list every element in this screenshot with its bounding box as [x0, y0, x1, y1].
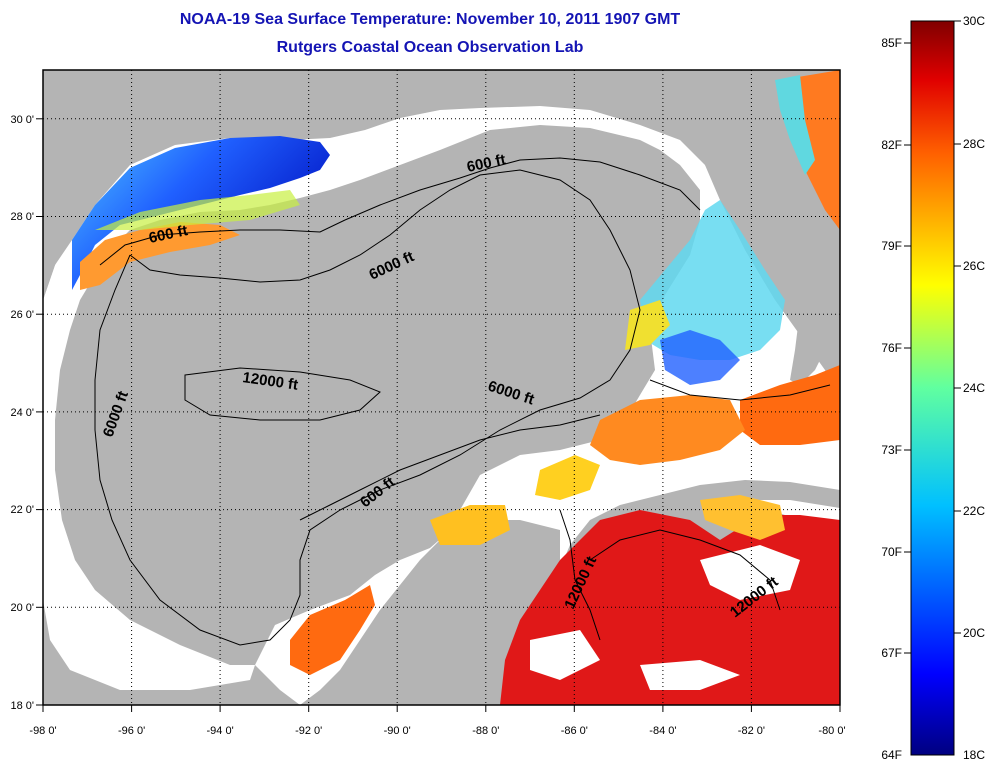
- colorbar-c-label: 18C: [963, 748, 985, 762]
- sst-florida-yellow: [625, 300, 670, 350]
- sst-florida-straits: [740, 365, 840, 445]
- colorbar-f-label: 82F: [881, 138, 902, 152]
- lon-tick-label: -90 0': [384, 725, 411, 737]
- sst-caribbean-cloud: [700, 545, 800, 600]
- lat-tick-label: 18 0': [10, 700, 34, 712]
- colorbar-f-label: 64F: [881, 748, 902, 762]
- bathymetry-contours: [94, 157, 831, 646]
- colorbar-c-label: 24C: [963, 381, 985, 395]
- colorbar-f-label: 76F: [881, 341, 902, 355]
- sst-florida-blue: [660, 330, 740, 385]
- map-subtitle: Rutgers Coastal Ocean Observation Lab: [276, 39, 584, 56]
- colorbar-f-label: 85F: [881, 36, 902, 50]
- contour-6000ft: [94, 169, 641, 646]
- sst-caribbean-yellow: [700, 495, 785, 540]
- contour-600ft-south: [299, 414, 601, 521]
- colorbar-f-label: 73F: [881, 443, 902, 457]
- sst-campeche-south: [290, 585, 375, 675]
- contour-yucatan-channel: [559, 509, 601, 641]
- colorbar-f-label: 67F: [881, 646, 902, 660]
- sst-atlantic-cool: [775, 75, 815, 175]
- lon-tick-label: -88 0': [472, 725, 499, 737]
- sst-loop-current: [590, 395, 745, 465]
- colorbar-c-label: 30C: [963, 14, 985, 28]
- lon-tick-labels: -98 0' -96 0' -94 0' -92 0' -90 0' -88 0…: [29, 725, 845, 737]
- lon-tick-label: -86 0': [561, 725, 588, 737]
- lon-tick-label: -84 0': [649, 725, 676, 737]
- sst-campeche-north: [430, 505, 510, 545]
- lat-tick-label: 20 0': [10, 602, 34, 614]
- lat-tick-labels: 18 0' 20 0' 22 0' 24 0' 26 0' 28 0' 30 0…: [10, 114, 34, 712]
- lat-tick-label: 28 0': [10, 211, 34, 223]
- contour-12000ft: [184, 367, 381, 421]
- lat-tick-label: 24 0': [10, 407, 34, 419]
- sst-caribbean-cloud2: [530, 630, 600, 680]
- colorbar-c-label: 20C: [963, 626, 985, 640]
- map-title: NOAA-19 Sea Surface Temperature: Novembe…: [179, 11, 681, 28]
- contour-600ft: [99, 157, 701, 266]
- colorbar-f-label: 70F: [881, 545, 902, 559]
- lon-tick-label: -92 0': [295, 725, 322, 737]
- sst-texas-cold: [72, 136, 330, 290]
- lon-tick-label: -94 0': [207, 725, 234, 737]
- colorbar-f-label: 79F: [881, 239, 902, 253]
- lat-tick-label: 30 0': [10, 114, 34, 126]
- colorbar-c-label: 26C: [963, 259, 985, 273]
- colorbar-c-label: 28C: [963, 137, 985, 151]
- lon-tick-label: -96 0': [118, 725, 145, 737]
- lon-tick-label: -82 0': [738, 725, 765, 737]
- yucatan-land: [300, 520, 560, 705]
- graticule: [43, 70, 840, 705]
- colorbar-c-label: 22C: [963, 504, 985, 518]
- map-frame: [42, 69, 841, 706]
- sst-texas-warm: [80, 222, 240, 290]
- colorbar-gradient: [910, 20, 955, 756]
- lat-tick-label: 22 0': [10, 504, 34, 516]
- us-gulf-coast: [43, 70, 720, 300]
- sst-loop-yellow: [535, 455, 600, 500]
- tick-marks: [36, 118, 841, 712]
- colorbar: 85F 82F 79F 76F 73F 70F 67F 64F 30C 28C …: [881, 14, 985, 762]
- lon-tick-label: -80 0': [818, 725, 845, 737]
- sst-florida-shelf: [640, 200, 785, 360]
- sst-caribbean-cloud3: [640, 660, 740, 690]
- lon-tick-label: -98 0': [29, 725, 56, 737]
- contour-12000ft-south: [589, 529, 781, 611]
- sst-texas-mid: [95, 190, 300, 230]
- lat-tick-label: 26 0': [10, 309, 34, 321]
- contour-florida-shelf: [649, 379, 831, 401]
